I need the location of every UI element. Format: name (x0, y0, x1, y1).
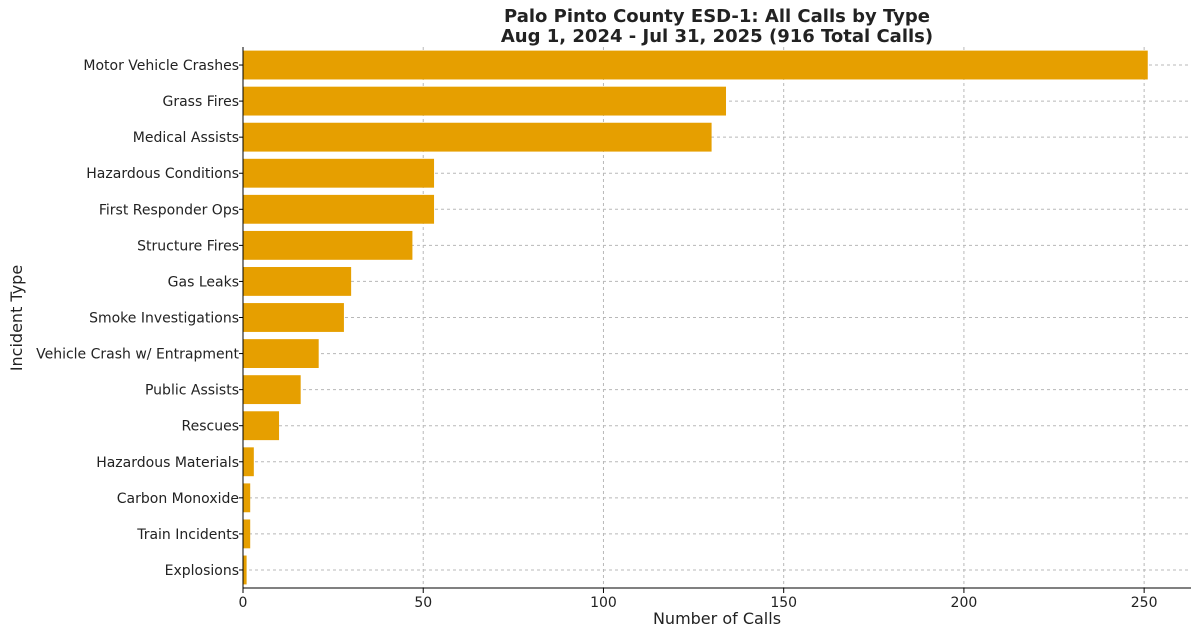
x-tick-label: 250 (1131, 595, 1158, 611)
category-label: Explosions (165, 563, 239, 579)
bar (243, 411, 280, 441)
bars (243, 50, 1148, 585)
bar (243, 303, 344, 332)
x-axis-title: Number of Calls (653, 609, 781, 628)
category-label: Structure Fires (137, 238, 239, 254)
category-label: Gas Leaks (168, 274, 239, 290)
bar (243, 375, 301, 405)
x-tick-label: 0 (239, 595, 248, 611)
y-axis-title: Incident Type (7, 265, 26, 371)
category-label: Public Assists (145, 383, 239, 399)
x-tick-label: 100 (590, 595, 617, 611)
bar (243, 86, 727, 116)
chart-subtitle: Aug 1, 2024 - Jul 31, 2025 (916 Total Ca… (501, 26, 933, 47)
x-tick-label: 150 (770, 595, 797, 611)
bar (243, 555, 247, 585)
bar (243, 230, 413, 260)
axes (239, 47, 1191, 593)
bar (243, 519, 251, 549)
category-label: First Responder Ops (99, 202, 239, 218)
bar (243, 267, 352, 296)
bar (243, 50, 1148, 80)
bar (243, 122, 712, 152)
category-label: Motor Vehicle Crashes (83, 58, 239, 74)
chart-title: Palo Pinto County ESD-1: All Calls by Ty… (504, 6, 930, 27)
x-tick-label: 200 (951, 595, 978, 611)
category-labels: Motor Vehicle Crashes Grass Fires Medical … (36, 58, 239, 579)
bar (243, 447, 254, 477)
bar (243, 194, 435, 224)
category-label: Hazardous Materials (96, 455, 239, 471)
category-label: Medical Assists (133, 130, 239, 146)
x-tick-label: 50 (414, 595, 432, 611)
bar (243, 483, 251, 513)
category-label: Smoke Investigations (89, 311, 239, 327)
category-label: Carbon Monoxide (117, 491, 239, 507)
bar (243, 339, 319, 368)
x-tick-labels: 0 50 100 150 200 250 (239, 595, 1158, 611)
category-label: Rescues (182, 419, 239, 435)
category-label: Hazardous Conditions (86, 166, 239, 182)
category-label: Vehicle Crash w/ Entrapment (36, 347, 239, 363)
category-label: Train Incidents (136, 527, 239, 543)
bar (243, 158, 435, 188)
category-label: Grass Fires (162, 94, 239, 110)
